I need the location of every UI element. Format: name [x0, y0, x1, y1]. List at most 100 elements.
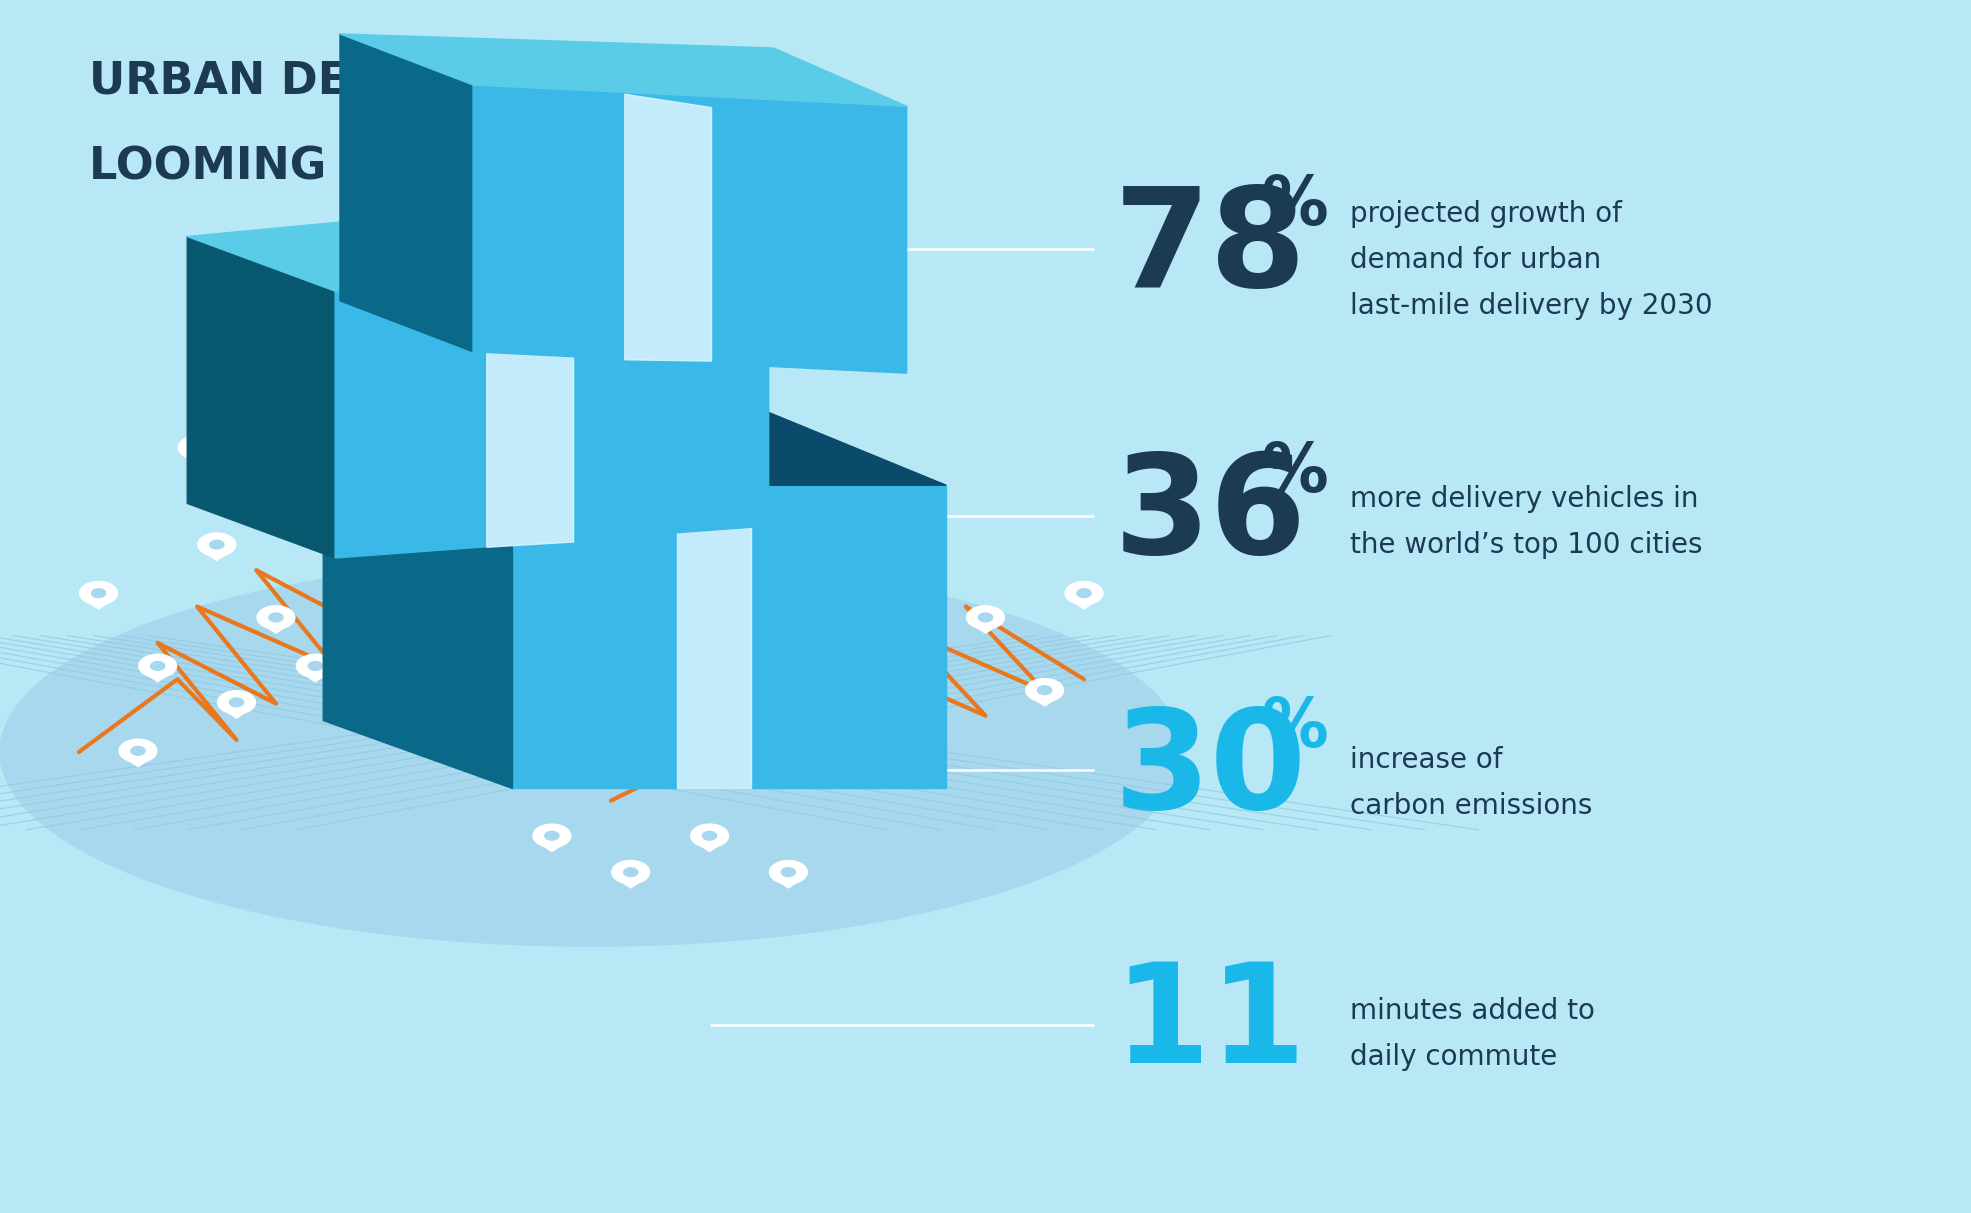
Circle shape — [296, 654, 335, 678]
Text: more delivery vehicles in: more delivery vehicles in — [1350, 485, 1699, 513]
Circle shape — [276, 460, 315, 484]
Text: increase of: increase of — [1350, 746, 1502, 774]
Polygon shape — [335, 260, 769, 558]
Polygon shape — [187, 195, 769, 291]
Polygon shape — [83, 599, 114, 609]
Circle shape — [209, 540, 225, 549]
Polygon shape — [512, 485, 946, 788]
Circle shape — [374, 581, 414, 605]
Circle shape — [177, 435, 217, 460]
Circle shape — [217, 690, 256, 714]
Circle shape — [150, 661, 166, 671]
Polygon shape — [812, 672, 844, 682]
Ellipse shape — [0, 558, 1183, 946]
Polygon shape — [323, 417, 512, 788]
Circle shape — [781, 867, 796, 877]
Text: 30: 30 — [1114, 702, 1307, 838]
Polygon shape — [1068, 599, 1100, 609]
Polygon shape — [1029, 696, 1060, 706]
Polygon shape — [418, 684, 449, 694]
Circle shape — [761, 588, 777, 598]
Circle shape — [879, 564, 895, 574]
Text: projected growth of: projected growth of — [1350, 200, 1622, 228]
Circle shape — [268, 613, 284, 622]
Polygon shape — [221, 708, 252, 718]
Polygon shape — [142, 672, 173, 682]
Polygon shape — [773, 878, 804, 888]
Polygon shape — [201, 551, 233, 560]
Polygon shape — [753, 599, 784, 609]
Polygon shape — [339, 34, 907, 107]
Circle shape — [1025, 678, 1064, 702]
Polygon shape — [378, 599, 410, 609]
Circle shape — [532, 824, 572, 848]
Circle shape — [189, 443, 205, 452]
Polygon shape — [323, 408, 946, 485]
Circle shape — [867, 557, 907, 581]
Circle shape — [229, 697, 244, 707]
Circle shape — [485, 516, 501, 525]
Polygon shape — [678, 485, 751, 788]
Circle shape — [426, 673, 442, 683]
Text: carbon emissions: carbon emissions — [1350, 792, 1593, 820]
Polygon shape — [473, 85, 907, 374]
Polygon shape — [625, 95, 712, 361]
Polygon shape — [181, 454, 213, 463]
Circle shape — [414, 666, 453, 690]
Text: minutes added to: minutes added to — [1350, 997, 1595, 1025]
Circle shape — [1076, 588, 1092, 598]
Polygon shape — [187, 237, 335, 558]
Polygon shape — [911, 684, 942, 694]
Circle shape — [966, 605, 1005, 630]
Polygon shape — [280, 478, 311, 488]
Polygon shape — [871, 575, 903, 585]
Circle shape — [544, 831, 560, 841]
Polygon shape — [477, 526, 509, 536]
Circle shape — [820, 661, 836, 671]
Circle shape — [138, 654, 177, 678]
Polygon shape — [457, 636, 489, 645]
Circle shape — [769, 860, 808, 884]
Circle shape — [1064, 581, 1104, 605]
Circle shape — [197, 533, 237, 557]
Text: URBAN DELIVERY’S: URBAN DELIVERY’S — [89, 61, 572, 103]
Circle shape — [702, 831, 717, 841]
Polygon shape — [536, 842, 568, 852]
Circle shape — [1037, 685, 1053, 695]
Circle shape — [690, 824, 729, 848]
Text: 36: 36 — [1114, 448, 1307, 583]
Text: 11: 11 — [1114, 957, 1307, 1093]
Polygon shape — [615, 878, 646, 888]
Polygon shape — [339, 34, 473, 352]
Circle shape — [611, 860, 650, 884]
Circle shape — [808, 654, 848, 678]
Text: %: % — [1261, 695, 1328, 761]
Circle shape — [978, 613, 993, 622]
Text: LOOMING CRISIS: LOOMING CRISIS — [89, 146, 507, 188]
Polygon shape — [970, 623, 1001, 633]
Circle shape — [79, 581, 118, 605]
Polygon shape — [694, 842, 725, 852]
Circle shape — [256, 605, 296, 630]
Circle shape — [465, 625, 481, 634]
Circle shape — [453, 617, 493, 642]
Polygon shape — [122, 757, 154, 767]
Circle shape — [118, 739, 158, 763]
Text: last-mile delivery by 2030: last-mile delivery by 2030 — [1350, 292, 1713, 320]
Text: the world’s top 100 cities: the world’s top 100 cities — [1350, 531, 1703, 559]
Circle shape — [91, 588, 106, 598]
Text: daily commute: daily commute — [1350, 1043, 1557, 1071]
Text: %: % — [1261, 440, 1328, 506]
Circle shape — [907, 666, 946, 690]
Circle shape — [623, 867, 639, 877]
Text: demand for urban: demand for urban — [1350, 246, 1600, 274]
Circle shape — [918, 673, 934, 683]
Text: 78: 78 — [1114, 181, 1307, 317]
Polygon shape — [260, 623, 292, 633]
Circle shape — [315, 520, 355, 545]
Text: %: % — [1261, 173, 1328, 239]
Polygon shape — [487, 275, 574, 547]
Circle shape — [749, 581, 788, 605]
Circle shape — [307, 661, 323, 671]
Circle shape — [130, 746, 146, 756]
